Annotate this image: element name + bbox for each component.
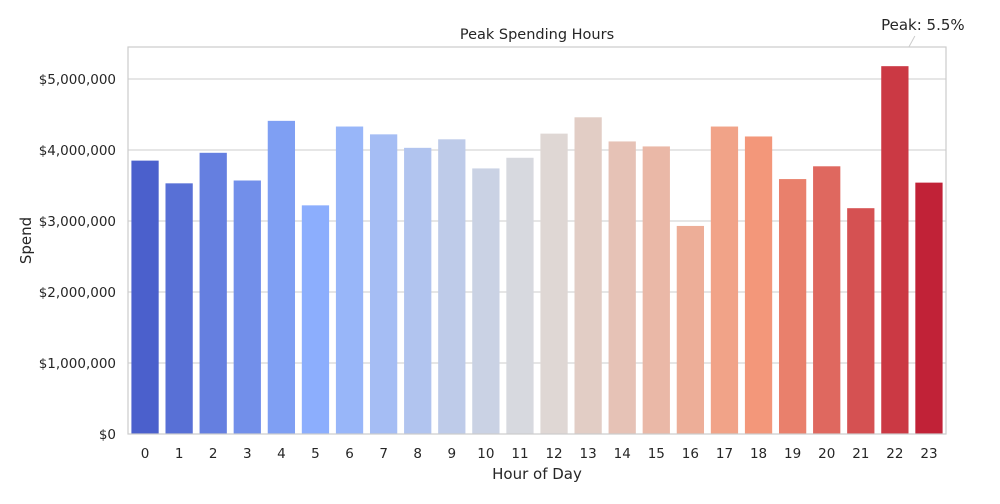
chart-title: Peak Spending Hours — [460, 27, 614, 43]
y-tick-label: $5,000,000 — [39, 72, 116, 88]
bar-hour-10 — [472, 168, 500, 434]
bar-hour-21 — [847, 208, 875, 434]
bar-hour-23 — [915, 182, 943, 434]
peak-annotation: Peak: 5.5% — [881, 16, 965, 34]
x-tick-label: 6 — [345, 446, 354, 462]
x-tick-label: 15 — [648, 446, 665, 462]
x-tick-label: 13 — [580, 446, 597, 462]
bar-hour-19 — [778, 179, 807, 434]
bar-hour-17 — [710, 126, 739, 434]
x-tick-label: 3 — [243, 446, 252, 462]
bars — [131, 66, 943, 435]
x-tick-label: 20 — [818, 446, 835, 462]
x-tick-label: 1 — [175, 446, 184, 462]
x-axis-label: Hour of Day — [492, 465, 582, 483]
bar-hour-22 — [881, 66, 909, 434]
bar-hour-2 — [199, 152, 227, 435]
x-tick-label: 5 — [311, 446, 320, 462]
bar-hour-15 — [642, 146, 670, 434]
y-axis-label: Spend — [17, 217, 35, 264]
x-tick-label: 22 — [886, 446, 903, 462]
bar-hour-9 — [438, 139, 466, 434]
bar-hour-1 — [165, 183, 193, 434]
bar-hour-5 — [301, 205, 330, 434]
bar-hour-3 — [233, 180, 261, 434]
x-tick-label: 14 — [614, 446, 631, 462]
plot-frame — [127, 46, 947, 435]
bar-hour-11 — [506, 157, 534, 435]
bar-hour-16 — [676, 225, 705, 434]
y-tick-label: $3,000,000 — [39, 214, 116, 230]
x-tick-label: 11 — [511, 446, 528, 462]
x-tick-label: 17 — [716, 446, 733, 462]
x-tick-label: 21 — [852, 446, 869, 462]
y-tick-label: $1,000,000 — [39, 356, 116, 372]
x-tick-labels: 0 1 2 3 4 5 6 7 8 9 10 11 12 13 14 15 16 17 18 19 20 21 22 23 — [141, 446, 938, 462]
y-tick-label: $4,000,000 — [39, 143, 116, 159]
y-tick-label: $2,000,000 — [39, 285, 116, 301]
x-tick-label: 12 — [545, 446, 562, 462]
y-tick-labels: $0 $1,000,000 $2,000,000 $3,000,000 $4,000,0… — [39, 72, 116, 443]
bar-hour-7 — [369, 134, 398, 434]
x-tick-label: 4 — [277, 446, 286, 462]
x-tick-label: 0 — [141, 446, 150, 462]
x-tick-label: 18 — [750, 446, 767, 462]
x-tick-label: 10 — [477, 446, 494, 462]
x-tick-label: 7 — [379, 446, 388, 462]
bar-hour-14 — [608, 141, 636, 434]
x-tick-label: 9 — [447, 446, 456, 462]
annotation-leader — [908, 35, 916, 48]
x-tick-label: 16 — [682, 446, 699, 462]
bar-hour-4 — [267, 120, 296, 434]
x-tick-label: 8 — [413, 446, 422, 462]
bar-hour-8 — [404, 147, 432, 435]
bar-hour-18 — [744, 136, 773, 434]
y-tick-label: $0 — [99, 427, 116, 443]
x-tick-label: 23 — [920, 446, 937, 462]
bar-hour-13 — [574, 117, 602, 435]
x-tick-label: 19 — [784, 446, 801, 462]
bar-hour-0 — [131, 160, 159, 434]
bar-hour-12 — [540, 133, 568, 434]
x-tick-label: 2 — [209, 446, 218, 462]
bar-hour-20 — [813, 166, 841, 434]
bar-hour-6 — [335, 126, 364, 434]
